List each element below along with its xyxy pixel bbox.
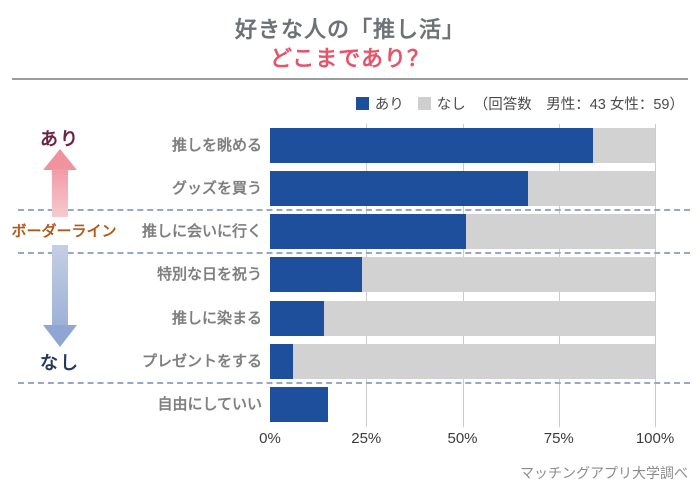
page-title-line1: 好きな人の「推し活」 — [234, 17, 465, 42]
x-axis-tick: 75% — [543, 430, 574, 447]
ari-bar — [270, 128, 594, 163]
chart-row: 特別な日を祝う — [0, 257, 700, 293]
legend-ari-label: あり — [374, 97, 404, 113]
x-axis-tick: 25% — [351, 430, 382, 447]
chart-row: 推しを眺める — [0, 128, 700, 163]
nashi-bar — [323, 300, 655, 336]
borderline-separator — [18, 381, 690, 384]
chart-legend: あり なし （回答数 男性：43 女性：59） — [355, 93, 684, 114]
ari-swatch-icon — [355, 97, 369, 110]
category-label: 自由にしていい — [157, 395, 262, 413]
title-divider — [12, 78, 688, 80]
category-label: 推しに会いに行く — [141, 223, 262, 241]
arrow-down-icon — [43, 325, 77, 347]
arrow-up-icon — [43, 149, 77, 170]
legend-nashi-label: なし — [436, 97, 466, 113]
category-label: プレゼントをする — [141, 352, 262, 370]
nashi-bar — [293, 343, 655, 379]
ari-bar — [270, 300, 324, 336]
category-label: 特別な日を祝う — [156, 266, 262, 284]
category-label: 推しに染まる — [171, 309, 262, 327]
nashi-bar — [593, 128, 655, 163]
ari-bar — [270, 214, 467, 250]
page-title-line2: どこまであり？ — [269, 46, 431, 71]
chart-row: 推しに会いに行く — [0, 214, 700, 250]
source-credit: マッチングアプリ大学調べ — [520, 465, 688, 481]
arrow-up-shaft — [52, 169, 68, 217]
gridline — [655, 124, 656, 427]
borderline-separator — [18, 209, 690, 212]
category-label: グッズを買う — [171, 180, 262, 198]
nashi-bar — [527, 171, 655, 207]
x-axis-tick: 50% — [447, 430, 478, 447]
category-label: 推しを眺める — [171, 137, 262, 154]
chart-row: 推しに染まる — [0, 300, 700, 336]
bar-chart: 推しを眺める グッズを買う推しに会いに行く特別な日を祝う推しに染まるプレゼントをす… — [0, 120, 700, 500]
ari-bar — [270, 257, 363, 293]
ari-annotation: あり — [40, 129, 80, 149]
x-axis-tick: 100% — [635, 430, 675, 447]
x-axis-tick: 0% — [259, 430, 281, 447]
chart-row: グッズを買う — [0, 171, 700, 207]
ari-bar — [270, 171, 528, 207]
borderline-separator — [18, 252, 690, 255]
arrow-down-shaft — [52, 245, 68, 325]
chart-row: 自由にしていい — [0, 386, 700, 422]
legend-respondent-note: （回答数 男性：43 女性：59） — [473, 97, 684, 113]
nashi-swatch-icon — [417, 97, 431, 110]
nashi-bar — [362, 257, 655, 293]
ari-bar — [270, 386, 328, 422]
borderline-annotation: ボーダーライン — [11, 223, 117, 240]
nashi-annotation: なし — [40, 353, 80, 373]
ari-bar — [270, 343, 294, 379]
chart-row: プレゼントをする — [0, 343, 700, 379]
nashi-bar — [466, 214, 655, 250]
